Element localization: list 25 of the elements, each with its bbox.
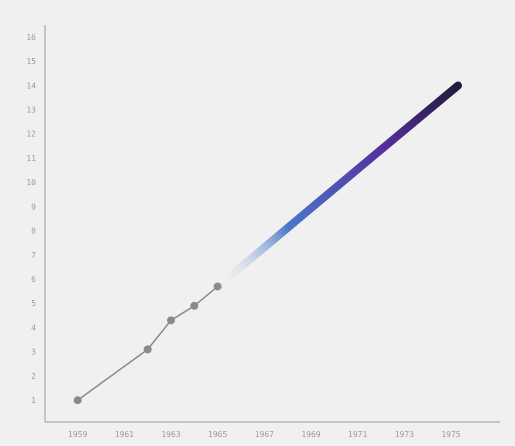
x-tick-label: 1967 bbox=[254, 430, 274, 439]
y-tick-label: 7 bbox=[31, 250, 36, 260]
y-tick-label: 10 bbox=[26, 178, 36, 188]
y-tick-label: 11 bbox=[26, 154, 36, 163]
x-tick-label: 1959 bbox=[68, 430, 88, 439]
x-tick-label: 1973 bbox=[394, 430, 414, 439]
y-tick-label: 15 bbox=[26, 57, 36, 66]
x-tick-label: 1969 bbox=[301, 430, 321, 439]
y-tick-label: 9 bbox=[31, 202, 36, 212]
y-tick-label: 8 bbox=[31, 226, 36, 236]
x-tick-label: 1963 bbox=[161, 430, 181, 439]
x-tick-label: 1965 bbox=[208, 430, 228, 439]
y-tick-label: 12 bbox=[26, 130, 36, 139]
y-tick-label: 4 bbox=[31, 323, 36, 332]
y-tick-label: 5 bbox=[31, 299, 36, 308]
y-tick-label: 14 bbox=[26, 81, 36, 90]
y-tick-label: 2 bbox=[31, 372, 36, 381]
y-tick-label: 6 bbox=[31, 274, 36, 284]
x-tick-label: 1971 bbox=[348, 430, 368, 439]
y-tick-label: 13 bbox=[26, 106, 36, 115]
x-tick-label: 1975 bbox=[441, 430, 461, 439]
y-tick-label: 1 bbox=[31, 396, 36, 406]
y-tick-label: 3 bbox=[31, 348, 36, 357]
y-tick-label: 16 bbox=[26, 32, 36, 42]
x-tick-label: 1961 bbox=[114, 430, 134, 439]
